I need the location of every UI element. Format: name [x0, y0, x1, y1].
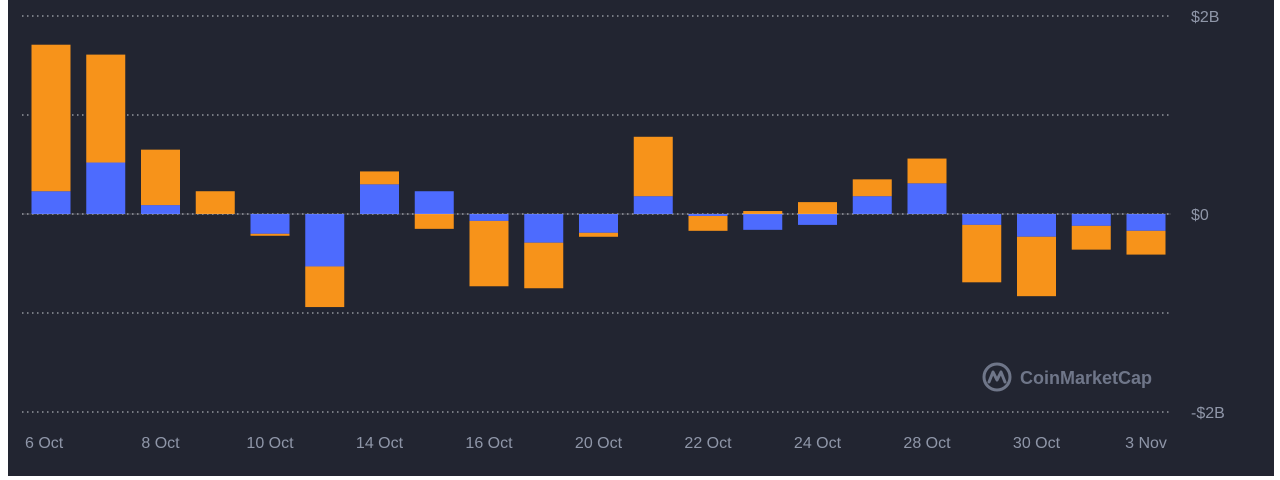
y-axis-tick-label: -$2B	[1191, 405, 1225, 422]
x-axis-tick-label: 10 Oct	[246, 435, 294, 452]
bar-segment-blue[interactable]	[798, 214, 837, 225]
bar-segment-orange[interactable]	[360, 171, 399, 185]
bar-segment-blue[interactable]	[524, 214, 564, 243]
bar-segment-orange[interactable]	[195, 191, 235, 214]
bar-segment-orange[interactable]	[86, 54, 126, 163]
bar-segment-orange[interactable]	[305, 266, 345, 308]
bar-segment-blue[interactable]	[743, 214, 783, 230]
bar-segment-orange[interactable]	[743, 211, 783, 214]
bar-segment-orange[interactable]	[524, 242, 564, 289]
x-axis-tick-label: 3 Nov	[1125, 435, 1167, 452]
x-axis-tick-label: 24 Oct	[794, 435, 842, 452]
y-axis-tick-label: $0	[1191, 207, 1209, 224]
bar-segment-orange[interactable]	[31, 44, 71, 192]
bar-segment-orange[interactable]	[688, 215, 728, 231]
bar-segment-blue[interactable]	[31, 191, 71, 214]
bar-segment-blue[interactable]	[907, 183, 947, 214]
bar-segment-blue[interactable]	[305, 214, 345, 267]
bar-segment-orange[interactable]	[852, 179, 892, 197]
bar-segment-blue[interactable]	[86, 162, 126, 214]
bar-segment-orange[interactable]	[414, 214, 454, 229]
bar-segment-blue[interactable]	[1071, 214, 1111, 226]
x-axis-tick-label: 8 Oct	[141, 435, 180, 452]
bar-segment-orange[interactable]	[1017, 236, 1056, 297]
x-axis-tick-label: 16 Oct	[465, 435, 513, 452]
x-axis-tick-label: 22 Oct	[684, 435, 732, 452]
watermark-text: CoinMarketCap	[1020, 368, 1152, 388]
bar-segment-blue[interactable]	[1017, 214, 1056, 237]
y-axis-labels: $2B $0 -$2B	[1191, 9, 1225, 422]
bar-segment-orange[interactable]	[907, 158, 947, 184]
y-axis-tick-label: $2B	[1191, 9, 1219, 26]
chart-panel: $2B $0 -$2B 6 Oct 8 Oct 10 Oct 14 Oct 16 Oct 20…	[8, 0, 1274, 476]
bar-segment-orange[interactable]	[1126, 230, 1166, 255]
bar-segment-blue[interactable]	[1126, 214, 1166, 231]
bar-segment-blue[interactable]	[962, 214, 1002, 225]
bar-segment-orange[interactable]	[579, 232, 618, 237]
coinmarketcap-logo-mark	[987, 370, 1007, 384]
bar-segment-blue[interactable]	[360, 184, 399, 214]
etf-flow-chart: $2B $0 -$2B 6 Oct 8 Oct 10 Oct 14 Oct 16 Oct 20…	[22, 9, 1225, 452]
bar-segment-orange[interactable]	[633, 136, 673, 197]
x-axis-tick-label: 14 Oct	[356, 435, 404, 452]
watermark: CoinMarketCap	[982, 362, 1152, 392]
x-axis-tick-label: 30 Oct	[1013, 435, 1061, 452]
coinmarketcap-logo-icon	[982, 362, 1012, 392]
x-axis-tick-label: 6 Oct	[25, 435, 64, 452]
bar-segment-blue[interactable]	[633, 196, 673, 214]
bar-segment-blue[interactable]	[141, 205, 180, 214]
bar-segment-blue[interactable]	[250, 214, 290, 234]
bar-segment-orange[interactable]	[962, 224, 1002, 283]
x-axis-tick-label: 28 Oct	[903, 435, 951, 452]
bar-segment-orange[interactable]	[1071, 225, 1111, 250]
bar-segment-blue[interactable]	[852, 196, 892, 214]
bar-segment-orange[interactable]	[250, 233, 290, 236]
bar-segment-blue[interactable]	[579, 214, 618, 233]
x-axis-tick-label: 20 Oct	[575, 435, 623, 452]
x-axis-labels: 6 Oct 8 Oct 10 Oct 14 Oct 16 Oct 20 Oct 22 Oct…	[25, 435, 1167, 452]
bar-segment-blue[interactable]	[414, 191, 454, 214]
bar-segment-orange[interactable]	[141, 149, 180, 206]
bars	[22, 44, 1171, 308]
bar-segment-orange[interactable]	[469, 220, 509, 287]
bar-segment-orange[interactable]	[798, 202, 837, 214]
bar-segment-blue[interactable]	[688, 214, 728, 216]
bar-segment-blue[interactable]	[469, 214, 509, 221]
